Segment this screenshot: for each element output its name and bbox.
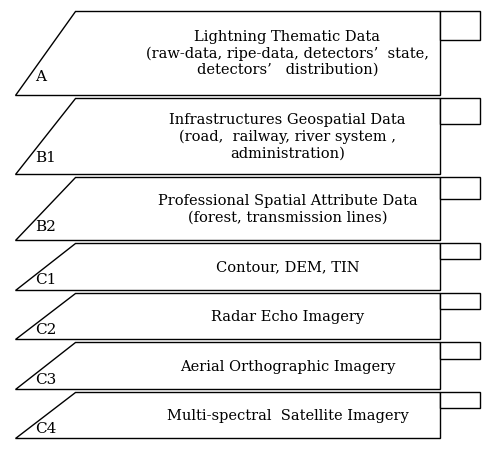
Text: Radar Echo Imagery: Radar Echo Imagery xyxy=(211,309,364,323)
Polygon shape xyxy=(15,11,440,95)
Text: Lightning Thematic Data
(raw-data, ripe-data, detectors’  state,
detectors’   di: Lightning Thematic Data (raw-data, ripe-… xyxy=(146,30,429,77)
Polygon shape xyxy=(440,293,480,309)
Polygon shape xyxy=(440,392,480,409)
Polygon shape xyxy=(440,11,480,41)
Text: Multi-spectral  Satellite Imagery: Multi-spectral Satellite Imagery xyxy=(166,409,408,422)
Text: C4: C4 xyxy=(35,421,56,435)
Text: C2: C2 xyxy=(35,322,56,336)
Text: B1: B1 xyxy=(35,151,56,165)
Polygon shape xyxy=(15,293,440,339)
Polygon shape xyxy=(15,178,440,241)
Text: Professional Spatial Attribute Data
(forest, transmission lines): Professional Spatial Attribute Data (for… xyxy=(158,194,418,224)
Text: B2: B2 xyxy=(35,219,56,234)
Polygon shape xyxy=(15,392,440,438)
Text: Aerial Orthographic Imagery: Aerial Orthographic Imagery xyxy=(180,359,395,373)
Text: Infrastructures Geospatial Data
(road,  railway, river system ,
administration): Infrastructures Geospatial Data (road, r… xyxy=(169,113,406,160)
Polygon shape xyxy=(15,343,440,389)
Polygon shape xyxy=(440,244,480,260)
Polygon shape xyxy=(440,343,480,359)
Polygon shape xyxy=(440,99,480,125)
Polygon shape xyxy=(15,99,440,174)
Text: C3: C3 xyxy=(35,372,56,386)
Polygon shape xyxy=(440,178,480,200)
Text: C1: C1 xyxy=(35,273,56,287)
Polygon shape xyxy=(15,244,440,290)
Text: Contour, DEM, TIN: Contour, DEM, TIN xyxy=(216,260,360,274)
Text: A: A xyxy=(35,70,46,84)
